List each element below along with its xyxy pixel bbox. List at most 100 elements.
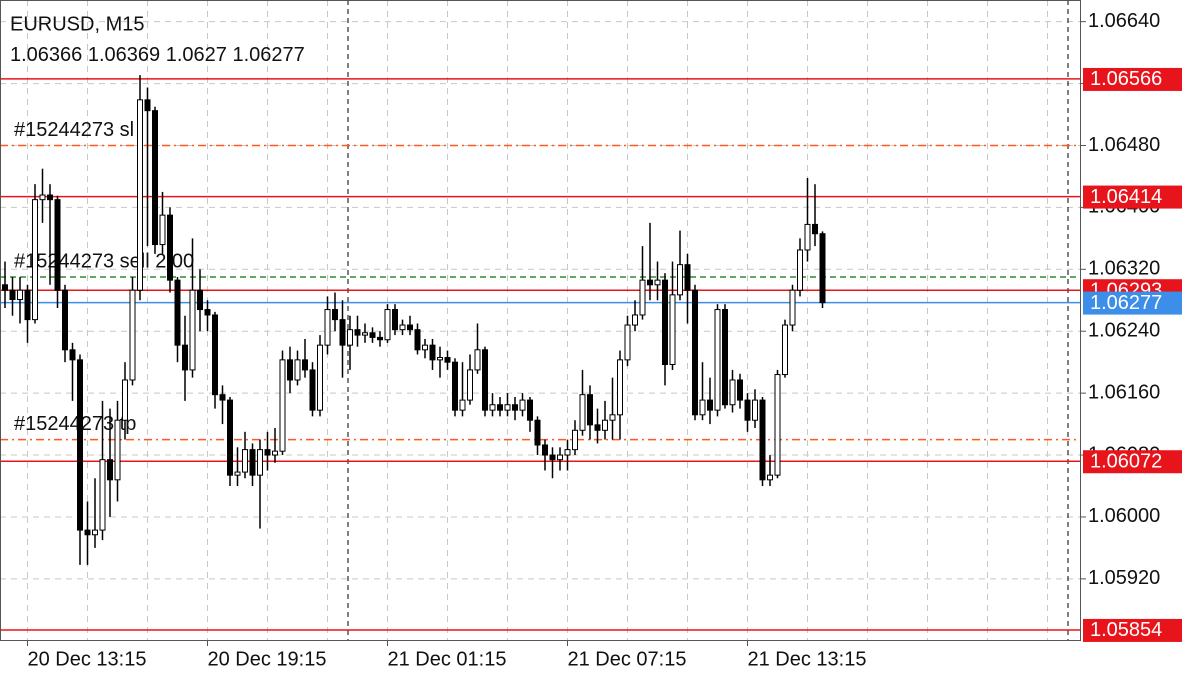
candle-body: [242, 449, 248, 473]
candle-body: [309, 369, 316, 411]
candle-body: [219, 394, 226, 401]
x-tick-label: 21 Dec 07:15: [568, 648, 687, 670]
order-label: #15244273 tp: [14, 413, 136, 435]
open-value: 1.06366: [10, 44, 82, 66]
candle-body: [534, 419, 541, 446]
symbol-title: EURUSD, M15: [10, 13, 144, 35]
candle-body: [129, 289, 136, 381]
candle-body: [339, 319, 346, 346]
candle-body: [797, 249, 803, 291]
candle-body: [227, 399, 233, 476]
candle-body: [47, 194, 53, 201]
candle-body: [602, 419, 608, 431]
order-label: #15244273 sl: [14, 119, 134, 141]
candle-body: [572, 429, 578, 451]
ohlc-info: 1.06366 1.06369 1.0627 1.06277: [10, 44, 305, 66]
candle-body: [489, 404, 496, 411]
candle-body: [617, 359, 623, 416]
candle-body: [152, 110, 158, 246]
candle-body: [782, 324, 788, 376]
candle-body: [422, 344, 428, 351]
candle-body: [317, 344, 323, 411]
candle-body: [467, 369, 473, 401]
candle-body: [662, 279, 668, 365]
candle-body: [107, 459, 113, 481]
candle-body: [579, 394, 586, 431]
price-tag: [1083, 450, 1182, 474]
y-tick-label: 1.06480: [1088, 134, 1160, 156]
price-tag-label: 1.06277: [1090, 292, 1162, 314]
candle-body: [159, 214, 166, 246]
candle-body: [272, 450, 278, 456]
candle-body: [114, 419, 121, 481]
candle-body: [77, 359, 83, 531]
candle-body: [302, 359, 308, 371]
y-tick-label: 1.05920: [1088, 567, 1160, 589]
candle-body: [549, 454, 556, 461]
candle-body: [647, 279, 653, 286]
candle-body: [774, 374, 781, 476]
candle-body: [452, 361, 458, 411]
candle-body: [587, 394, 593, 426]
candle-body: [399, 324, 406, 331]
candle-body: [17, 289, 23, 300]
candle-body: [789, 289, 796, 326]
candle-body: [324, 309, 331, 346]
candle-body: [527, 399, 533, 421]
candle-body: [204, 309, 211, 316]
candle-body: [92, 529, 98, 536]
candle-body: [759, 399, 766, 481]
candle-body: [377, 336, 383, 341]
y-tick-label: 1.06160: [1088, 381, 1160, 403]
candle-body: [24, 289, 31, 321]
candle-body: [54, 199, 61, 291]
price-tag-label: 1.06414: [1090, 186, 1162, 208]
price-tags: 1.065661.064141.062931.062771.060721.058…: [1083, 67, 1182, 642]
candle-body: [654, 279, 661, 286]
x-tick-label: 20 Dec 19:15: [208, 648, 327, 670]
price-tag: [1083, 67, 1182, 91]
x-tick-label: 20 Dec 13:15: [28, 648, 147, 670]
candle-body: [639, 279, 646, 316]
candle-body: [497, 404, 503, 411]
candles: [2, 75, 826, 565]
candle-body: [69, 349, 76, 361]
candle-body: [444, 357, 451, 363]
candle-body: [174, 279, 181, 346]
candle-body: [714, 309, 721, 411]
candle-body: [707, 399, 713, 411]
candle-body: [429, 344, 436, 361]
candle-body: [39, 194, 46, 201]
plot-border: [0, 0, 1081, 641]
candle-body: [482, 349, 488, 411]
candle-body: [519, 399, 526, 411]
candle-body: [212, 314, 218, 396]
price-tag-label: 1.06072: [1090, 451, 1162, 473]
low-value: 1.0627: [166, 44, 227, 66]
candle-body: [632, 314, 638, 326]
candle-body: [189, 289, 196, 371]
candle-body: [264, 449, 271, 456]
candle-body: [684, 264, 691, 291]
price-tag-label: 1.05854: [1090, 619, 1162, 641]
candle-body: [369, 332, 376, 338]
candle-body: [257, 449, 263, 476]
candle-body: [542, 444, 548, 456]
candle-body: [2, 284, 8, 291]
candle-body: [677, 264, 683, 296]
candle-body: [362, 332, 368, 336]
candle-body: [512, 404, 518, 411]
candle-body: [99, 459, 106, 531]
y-tick-label: 1.06240: [1088, 320, 1160, 342]
candle-body: [167, 214, 173, 281]
candle-body: [384, 309, 391, 341]
candle-body: [84, 529, 91, 536]
candle-body: [474, 349, 481, 371]
candle-body: [744, 399, 751, 421]
candle-body: [9, 289, 16, 300]
price-tag-label: 1.06566: [1090, 68, 1162, 90]
price-tag: [1083, 618, 1182, 642]
candle-body: [287, 359, 293, 381]
